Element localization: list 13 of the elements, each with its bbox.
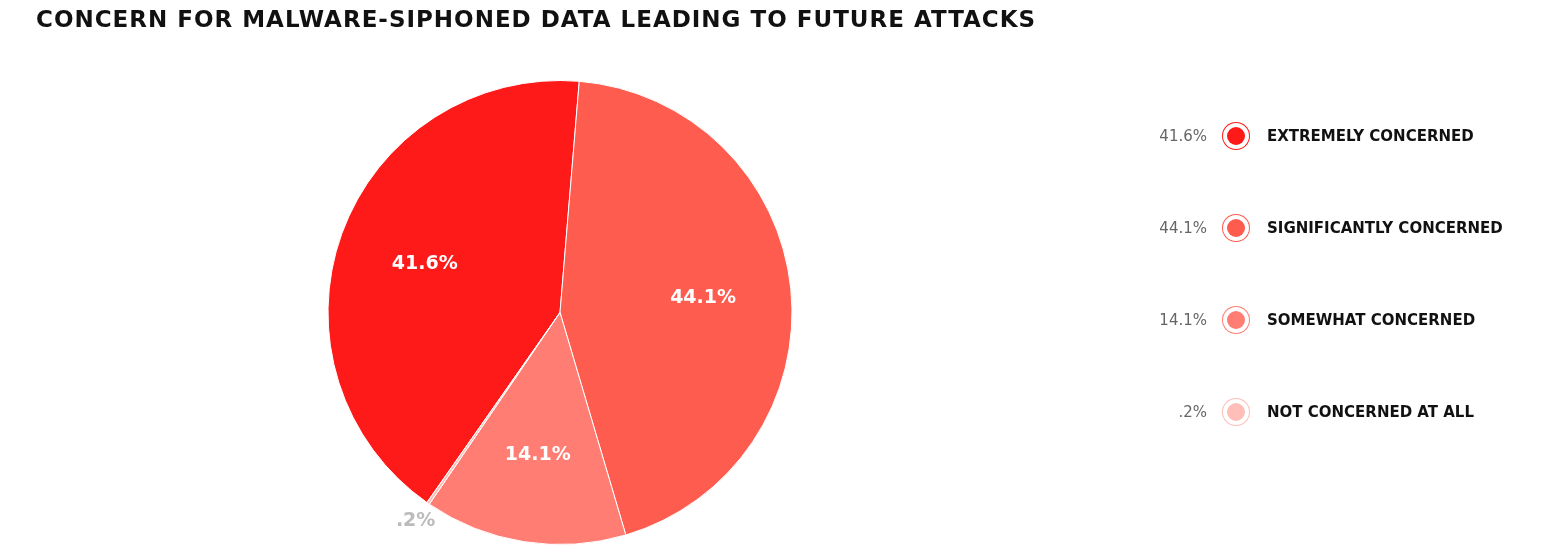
text: 44.1%	[1159, 219, 1207, 237]
data-label: 14.1%	[504, 441, 571, 464]
data-label: .2%	[395, 508, 436, 531]
legend-label: NOT CONCERNED AT ALL	[1267, 403, 1474, 421]
chart-title: CONCERN FOR MALWARE-SIPHONED DATA LEADING TO FUTURE ATTACKS	[36, 6, 1037, 32]
text: 41.6%	[1159, 127, 1207, 145]
text: 14.1%	[1159, 311, 1207, 329]
data-label: 41.6%	[391, 250, 458, 273]
legend-label: EXTREMELY CONCERNED	[1267, 127, 1474, 145]
legend-label: SIGNIFICANTLY CONCERNED	[1267, 219, 1503, 237]
data-label: 44.1%	[670, 284, 737, 307]
text: .2%	[1178, 403, 1207, 421]
legend-label: SOMEWHAT CONCERNED	[1267, 311, 1476, 329]
